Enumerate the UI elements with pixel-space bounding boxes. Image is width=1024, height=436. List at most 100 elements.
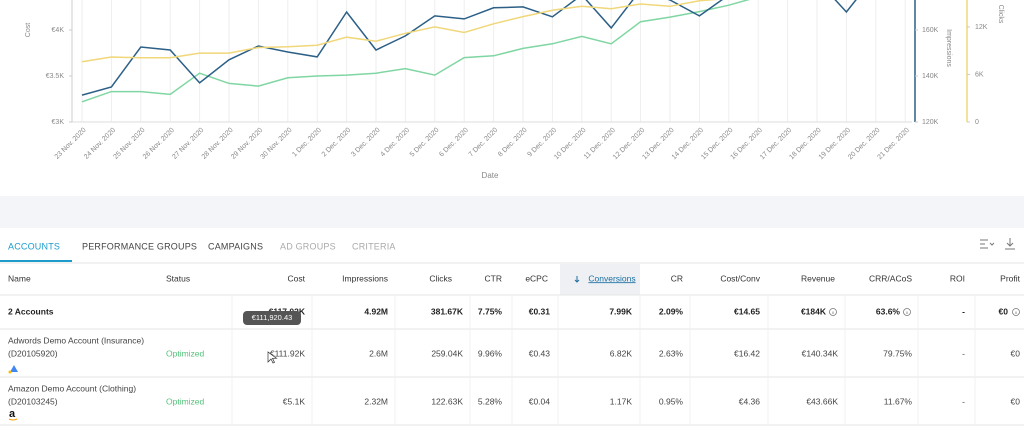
section-gap [0, 196, 1024, 228]
download-icon[interactable] [1005, 238, 1015, 250]
cell: 79.75% [883, 348, 912, 358]
cell: 259.04K [431, 348, 463, 358]
y-tick-label: €4K [52, 27, 65, 34]
cell: €140.34K [802, 348, 839, 358]
column-header[interactable]: Clicks [429, 273, 452, 283]
cell: 63.6% [876, 306, 901, 316]
cell: 4.92M [364, 306, 388, 316]
cell: 1.17K [610, 396, 633, 406]
cell: 11.67% [884, 396, 913, 406]
x-tick-label: 7 Dec. 2020 [468, 127, 500, 159]
account-id: (D20105920) [8, 348, 58, 358]
cell: - [962, 306, 965, 316]
tooltip: €111,920.43 [252, 313, 293, 322]
account-name: Adwords Demo Account (Insurance) [8, 335, 144, 345]
cursor [267, 351, 278, 364]
y-tick-label: 160K [922, 27, 939, 34]
info-icon [903, 308, 911, 316]
y-tick-label: 12K [975, 24, 988, 31]
cell: €0.43 [529, 348, 551, 358]
cell: 7.99K [609, 306, 633, 316]
cell: 2.6M [369, 348, 388, 358]
status: Optimized [166, 396, 205, 406]
y-axis-title: Cost [25, 23, 32, 37]
cell: - [962, 396, 965, 406]
column-header[interactable]: ROI [950, 273, 965, 283]
tab[interactable]: ACCOUNTS [8, 241, 60, 251]
x-axis-title: Date [482, 171, 499, 180]
info-icon [1012, 308, 1020, 316]
cell: €43.66K [806, 396, 838, 406]
cell: €111.92K [270, 348, 305, 358]
column-header[interactable]: CRR/ACoS [869, 273, 912, 283]
tab-underline [0, 260, 72, 262]
y-axis-title: Impressions [945, 29, 952, 67]
y-axis-title: Clicks [997, 5, 1004, 24]
column-header[interactable]: Impressions [342, 273, 388, 283]
column-header[interactable]: Cost [288, 273, 306, 283]
cell: 381.67K [431, 306, 464, 316]
tab[interactable]: CRITERIA [352, 241, 396, 251]
x-tick-label: 4 Dec. 2020 [379, 127, 411, 159]
cell: 2.09% [659, 306, 684, 316]
x-tick-label: 6 Dec. 2020 [438, 127, 470, 159]
sort-arrow [574, 276, 580, 283]
account-name: Amazon Demo Account (Clothing) [8, 383, 136, 393]
y-tick-label: 140K [922, 73, 939, 80]
sorted-header-bg [560, 264, 640, 295]
tab[interactable]: AD GROUPS [280, 241, 336, 251]
x-tick-label: 21 Dec. 2020 [877, 127, 911, 161]
cell: €16.42 [734, 348, 760, 358]
status: Optimized [166, 348, 205, 358]
cell: 9.96% [478, 348, 503, 358]
columns-icon[interactable] [980, 239, 995, 249]
x-tick-label: 2 Dec. 2020 [321, 127, 353, 159]
column-header[interactable]: Profit [1000, 273, 1020, 283]
series-line [81, 0, 719, 63]
y-tick-label: 0 [975, 119, 979, 126]
info-icon [829, 308, 837, 316]
x-tick-label: 9 Dec. 2020 [526, 127, 558, 159]
x-tick-label: 5 Dec. 2020 [409, 127, 441, 159]
tab[interactable]: PERFORMANCE GROUPS [82, 241, 197, 251]
y-tick-label: 120K [922, 119, 939, 126]
cell: €4.36 [739, 396, 761, 406]
column-header[interactable]: eCPC [525, 273, 548, 283]
cell: 2.32M [364, 396, 388, 406]
cell: - [962, 348, 965, 358]
x-tick-label: 1 Dec. 2020 [291, 127, 323, 159]
series-line [81, 0, 857, 96]
cell: €0.31 [529, 306, 551, 316]
amazon-icon: a [9, 408, 16, 420]
cell: 0.95% [659, 396, 684, 406]
adwords-icon [10, 365, 18, 372]
cell: 7.75% [478, 306, 503, 316]
cell: €0 [1011, 396, 1021, 406]
y-tick-label: 6K [975, 71, 984, 78]
cell: €0.04 [529, 396, 551, 406]
cell: €184K [801, 306, 827, 316]
column-header[interactable]: CR [671, 273, 683, 283]
y-tick-label: €3K [52, 119, 65, 126]
column-header[interactable]: Revenue [801, 273, 835, 283]
amazon-icon [8, 418, 18, 421]
cell: 2.63% [659, 348, 684, 358]
tab[interactable]: CAMPAIGNS [208, 241, 263, 251]
series-line [81, 0, 750, 103]
cell: 6.82K [610, 348, 633, 358]
x-tick-label: 8 Dec. 2020 [497, 127, 529, 159]
cell: 122.63K [431, 396, 463, 406]
tooltip-bg [243, 311, 301, 325]
cell: 5.28% [478, 396, 503, 406]
column-header[interactable]: Cost/Conv [720, 273, 760, 283]
adwords-icon [8, 370, 12, 374]
column-header[interactable]: Conversions [588, 273, 635, 283]
column-header[interactable]: Name [8, 273, 31, 283]
cell: €14.65 [734, 306, 760, 316]
x-tick-label: 30 Nov. 2020 [259, 127, 293, 161]
x-tick-label: 3 Dec. 2020 [350, 127, 382, 159]
column-header[interactable]: Status [166, 273, 190, 283]
column-header[interactable]: CTR [485, 273, 502, 283]
account-name: 2 Accounts [8, 306, 54, 316]
